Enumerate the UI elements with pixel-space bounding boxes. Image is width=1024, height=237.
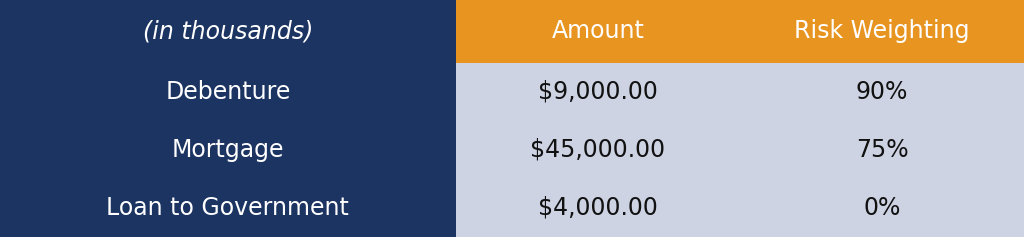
Text: 0%: 0% (863, 196, 901, 220)
Text: (in thousands): (in thousands) (142, 19, 313, 43)
Text: Debenture: Debenture (165, 80, 291, 104)
Text: 75%: 75% (856, 138, 908, 162)
Text: Amount: Amount (552, 19, 644, 43)
Text: Risk Weighting: Risk Weighting (795, 19, 970, 43)
Text: 90%: 90% (856, 80, 908, 104)
Text: $4,000.00: $4,000.00 (538, 196, 658, 220)
Bar (456, 0, 1024, 63)
Text: $45,000.00: $45,000.00 (530, 138, 666, 162)
Bar (0, 0, 456, 237)
Text: Mortgage: Mortgage (172, 138, 284, 162)
Bar (456, 63, 1024, 237)
Text: $9,000.00: $9,000.00 (538, 80, 658, 104)
Text: Loan to Government: Loan to Government (106, 196, 349, 220)
